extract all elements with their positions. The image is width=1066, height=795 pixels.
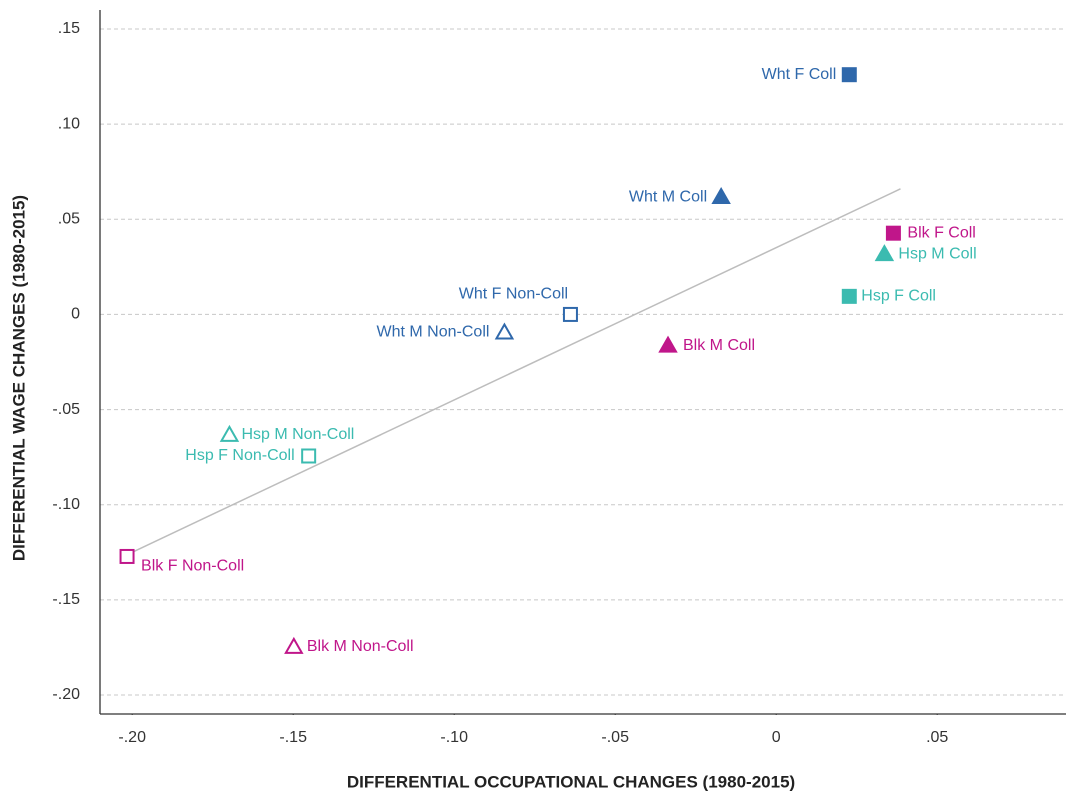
x-tick-label: 0 — [772, 729, 781, 746]
x-tick-label: -.15 — [279, 729, 307, 746]
y-tick-label: -.10 — [52, 496, 80, 513]
y-tick-label: -.20 — [52, 686, 80, 703]
x-tick-label: -.20 — [118, 729, 146, 746]
point-label: Blk F Non-Coll — [141, 558, 244, 575]
y-tick-label: .15 — [58, 20, 80, 37]
point-label: Wht F Coll — [762, 66, 837, 83]
marker — [841, 288, 857, 304]
y-tick-label: -.05 — [52, 401, 80, 418]
marker — [494, 322, 515, 340]
point-label: Blk F Coll — [907, 224, 975, 241]
point-label: Wht M Coll — [629, 188, 707, 205]
point-label: Hsp M Non-Coll — [241, 426, 354, 443]
marker — [874, 244, 895, 262]
trend-line — [131, 188, 901, 553]
x-axis-title: DIFFERENTIAL OCCUPATIONAL CHANGES (1980-… — [347, 772, 795, 791]
y-axis-title: DIFFERENTIAL WAGE CHANGES (1980-2015) — [9, 195, 28, 561]
y-tick-label: -.15 — [52, 591, 80, 608]
marker — [562, 306, 578, 322]
y-tick-label: .05 — [58, 211, 80, 228]
marker — [301, 448, 317, 464]
point-label: Hsp M Coll — [898, 245, 976, 262]
y-tick-label: .10 — [58, 115, 80, 132]
marker — [119, 548, 135, 564]
x-tick-label: -.05 — [601, 729, 629, 746]
point-label: Wht F Non-Coll — [459, 286, 568, 303]
marker — [658, 335, 678, 353]
point-label: Wht M Non-Coll — [377, 324, 490, 341]
marker — [284, 636, 304, 654]
x-tick-label: -.10 — [440, 729, 468, 746]
y-tick-label: 0 — [71, 306, 80, 323]
point-label: Hsp F Coll — [861, 288, 936, 305]
point-label: Hsp F Non-Coll — [185, 447, 294, 464]
marker — [711, 187, 731, 205]
marker — [219, 424, 240, 442]
x-tick-label: .05 — [926, 729, 948, 746]
marker — [841, 67, 857, 83]
point-label: Blk M Non-Coll — [307, 638, 414, 655]
marker — [885, 225, 901, 241]
point-label: Blk M Coll — [683, 337, 755, 354]
